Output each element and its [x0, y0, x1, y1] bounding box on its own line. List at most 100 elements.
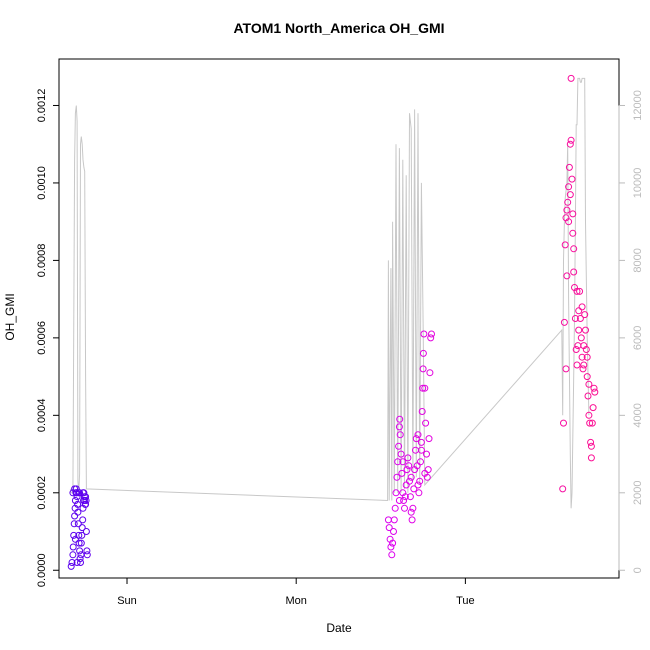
data-point: [395, 442, 403, 450]
data-point: [389, 539, 397, 547]
data-point: [407, 473, 415, 481]
data-point: [418, 408, 426, 415]
y-axis-label: OH_GMI: [3, 293, 17, 340]
data-point: [79, 489, 87, 497]
data-point: [415, 489, 423, 497]
data-point: [421, 384, 429, 392]
x-tick-label: Mon: [285, 595, 306, 607]
data-point: [582, 326, 589, 334]
data-point: [569, 229, 577, 237]
x-tick-label: Sun: [117, 595, 137, 607]
data-point: [406, 493, 414, 501]
data-point: [425, 435, 433, 443]
data-point: [409, 504, 417, 512]
data-point: [584, 392, 592, 400]
data-point: [408, 516, 416, 524]
data-point: [400, 497, 408, 504]
data-point: [401, 493, 409, 501]
data-point: [570, 245, 578, 253]
data-point: [424, 466, 432, 474]
data-point: [387, 543, 395, 551]
data-point: [396, 431, 404, 439]
data-point: [587, 442, 595, 450]
data-point: [71, 512, 79, 520]
data-point: [567, 74, 575, 82]
plot-frame: [58, 58, 620, 579]
data-point: [68, 559, 76, 566]
y-tick-label: 0.0002: [36, 476, 48, 510]
data-point: [414, 481, 422, 489]
data-point: [419, 349, 427, 357]
data-point: [573, 287, 581, 295]
data-point: [563, 206, 571, 214]
data-point: [572, 346, 580, 353]
data-point: [421, 469, 429, 477]
data-point: [410, 485, 418, 493]
data-point: [70, 531, 78, 539]
data-point: [417, 438, 425, 446]
data-point: [394, 458, 402, 466]
data-point: [78, 524, 86, 532]
data-point: [417, 446, 425, 454]
y2-tick-label: 0: [632, 567, 644, 573]
data-point: [74, 520, 82, 528]
data-point: [566, 191, 574, 199]
y-tick-label: 0.0008: [36, 244, 48, 278]
data-point: [390, 516, 398, 524]
data-point: [423, 450, 430, 458]
data-point: [590, 384, 598, 392]
chart-title: ATOM1 North_America OH_GMI: [233, 20, 444, 36]
y-axis: 0.0000 0.0002 0.0004 0.0006 0.0008 0.0010 0.00…: [36, 89, 60, 587]
x-axis: Sun Mon Tue: [117, 577, 475, 607]
data-point: [576, 315, 584, 322]
x-tick-label: Tue: [456, 595, 475, 607]
data-point: [587, 438, 595, 446]
data-point: [565, 163, 573, 171]
data-point: [77, 539, 85, 547]
data-point: [72, 489, 80, 497]
data-point: [77, 559, 84, 566]
data-point: [560, 419, 567, 427]
data-point: [78, 531, 86, 539]
y-tick-label: 0.0006: [36, 321, 48, 355]
data-point: [399, 458, 407, 466]
data-point: [70, 520, 78, 528]
data-point: [575, 307, 583, 315]
data-point: [583, 373, 591, 381]
data-point: [395, 497, 403, 504]
data-point: [403, 466, 411, 474]
data-point: [569, 210, 577, 218]
data-point: [416, 477, 424, 485]
data-point: [79, 516, 87, 524]
altitude-line: [69, 77, 590, 509]
data-point: [581, 311, 589, 319]
data-point: [82, 500, 90, 508]
data-point: [71, 497, 79, 504]
data-point: [574, 342, 582, 350]
data-point: [419, 365, 427, 373]
y2-tick-label: 2000: [632, 481, 644, 505]
data-point: [580, 361, 588, 369]
data-point: [566, 140, 574, 148]
data-point: [82, 528, 90, 535]
data-point: [395, 423, 403, 431]
data-point: [582, 346, 590, 353]
data-point: [76, 547, 84, 555]
data-point: [67, 562, 75, 570]
data-point: [583, 353, 591, 361]
y2-tick-label: 6000: [632, 326, 644, 350]
data-point: [73, 559, 81, 566]
data-point: [404, 454, 412, 462]
data-point: [585, 411, 593, 419]
data-point: [390, 528, 397, 535]
data-point: [401, 504, 408, 512]
data-point: [562, 365, 570, 373]
data-point: [576, 287, 584, 295]
y-tick-label: 0.0010: [36, 166, 48, 200]
data-point: [587, 454, 595, 462]
data-point: [579, 365, 587, 373]
data-point: [385, 524, 393, 532]
y2-tick-label: 10000: [632, 168, 644, 199]
data-point: [420, 330, 428, 338]
